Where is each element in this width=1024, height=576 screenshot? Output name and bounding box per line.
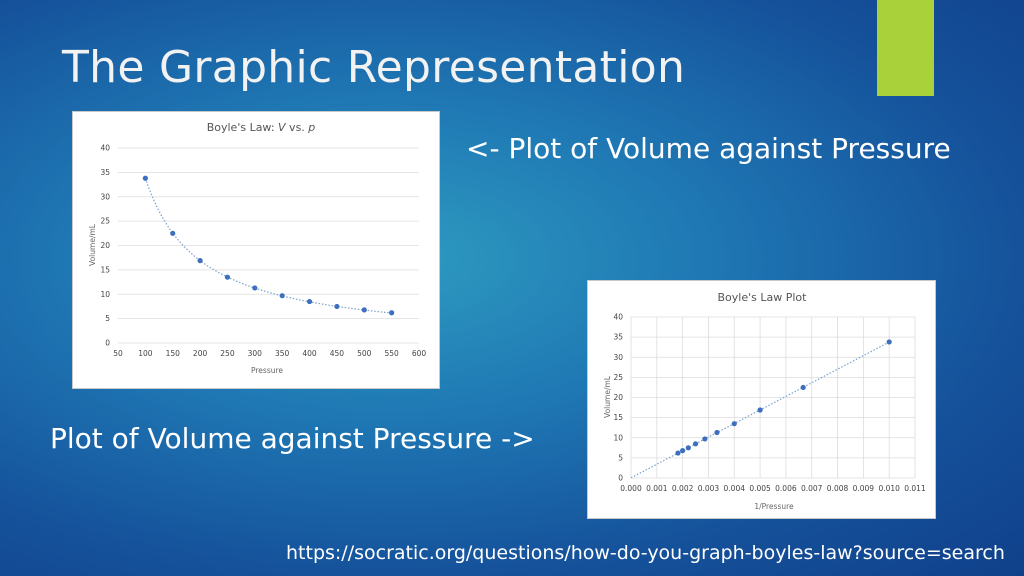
y-tick-label: 0 (105, 339, 110, 348)
x-tick-label: 150 (166, 349, 181, 358)
data-point (252, 285, 258, 291)
chart-volume-vs-inverse-pressure: Boyle's Law Plot Volume/mL 1/Pressure 0 5… (587, 280, 936, 519)
y-tick-label: 20 (100, 241, 110, 250)
y-tick-label: 0 (618, 474, 623, 483)
trendline (144, 178, 392, 314)
data-point (170, 230, 176, 236)
chart-title: Boyle's Law Plot (718, 291, 808, 304)
source-link[interactable]: https://socratic.org/questions/how-do-yo… (286, 542, 1005, 564)
caption-volume-vs-inverse-pressure: Plot of Volume against Pressure -> (50, 422, 535, 455)
data-point (306, 298, 313, 305)
y-tick-label: 10 (100, 290, 110, 299)
data-point (685, 445, 691, 451)
x-axis-label: Pressure (251, 366, 283, 375)
y-tick-label: 30 (613, 353, 623, 362)
data-point (224, 274, 231, 280)
y-axis-label: Volume/mL (603, 375, 612, 418)
x-tick-label: 0.006 (775, 484, 797, 493)
y-axis-label: Volume/mL (88, 223, 97, 266)
accent-bar (877, 0, 934, 96)
x-tick-label: 0.001 (646, 484, 668, 493)
data-point (197, 258, 203, 264)
y-tick-label: 10 (613, 433, 623, 442)
x-tick-label: 0.011 (904, 484, 926, 493)
x-tick-label: 0.008 (827, 484, 849, 493)
x-tick-label: 0.007 (801, 484, 823, 493)
y-tick-label: 40 (613, 313, 623, 322)
x-tick-label: 0.000 (620, 484, 642, 493)
data-point (334, 303, 340, 310)
data-point (692, 441, 699, 447)
y-tick-label: 30 (100, 192, 110, 201)
x-tick-label: 350 (275, 349, 290, 358)
x-tick-label: 500 (357, 349, 372, 358)
caption-volume-vs-pressure: <- Plot of Volume against Pressure (466, 132, 951, 165)
x-tick-label: 0.009 (853, 484, 875, 493)
chart-svg-volume-vs-inverse-pressure: Boyle's Law Plot Volume/mL 1/Pressure 0 5… (603, 291, 926, 511)
x-tick-label: 450 (330, 349, 345, 358)
x-tick-label: 0.004 (724, 484, 746, 493)
x-tick-label: 250 (220, 349, 235, 358)
y-tick-label: 5 (618, 453, 623, 462)
chart-svg-volume-vs-pressure: Boyle's Law: V vs. p Volume/mL Pressure … (88, 121, 427, 375)
y-tick-label: 35 (613, 333, 623, 342)
y-tick-label: 5 (105, 314, 110, 323)
x-tick-label: 0.010 (878, 484, 900, 493)
y-tick-label: 15 (100, 265, 110, 274)
data-point (714, 429, 720, 436)
data-point (886, 339, 892, 345)
data-point (389, 310, 395, 316)
data-point (702, 436, 708, 442)
y-tick-label: 20 (613, 393, 623, 402)
x-tick-label: 600 (412, 349, 427, 358)
data-point (731, 421, 737, 427)
x-tick-label: 300 (248, 349, 263, 358)
y-tick-label: 40 (100, 144, 110, 153)
x-axis-label: 1/Pressure (754, 502, 794, 511)
slide-title: The Graphic Representation (62, 42, 686, 93)
data-point (142, 175, 148, 181)
data-point (757, 407, 763, 413)
x-tick-label: 0.002 (672, 484, 694, 493)
x-tick-label: 550 (384, 349, 399, 358)
x-tick-label: 50 (113, 349, 123, 358)
chart-title: Boyle's Law: V vs. p (207, 121, 316, 134)
x-tick-label: 400 (302, 349, 317, 358)
data-point (361, 307, 367, 313)
y-tick-label: 25 (613, 373, 623, 382)
data-point (800, 384, 806, 391)
data-point (279, 293, 285, 299)
x-tick-label: 0.005 (749, 484, 771, 493)
y-tick-label: 35 (100, 168, 110, 177)
chart-volume-vs-pressure: Boyle's Law: V vs. p Volume/mL Pressure … (72, 111, 440, 389)
x-tick-label: 200 (193, 349, 208, 358)
y-tick-label: 25 (100, 217, 110, 226)
y-tick-label: 15 (613, 413, 623, 422)
data-point (680, 448, 686, 454)
x-tick-label: 100 (138, 349, 153, 358)
data-point (675, 450, 681, 456)
x-tick-label: 0.003 (698, 484, 720, 493)
